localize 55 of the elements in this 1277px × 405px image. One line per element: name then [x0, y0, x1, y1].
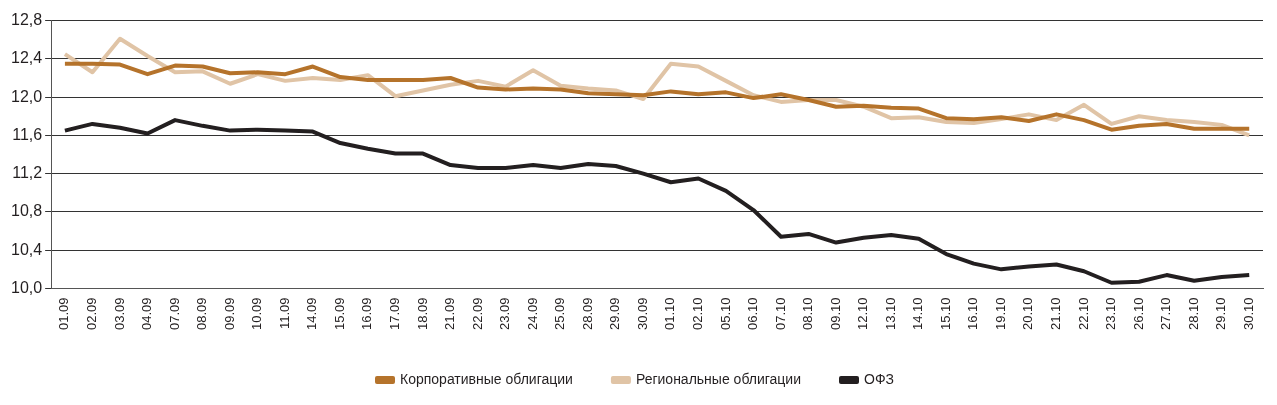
y-tick-label: 12,8	[11, 11, 43, 29]
y-tick-label: 11,6	[12, 125, 43, 143]
x-tick-label: 29.10	[1213, 297, 1229, 331]
x-tick-label: 19.10	[992, 297, 1008, 331]
x-tick-label: 13.10	[882, 297, 898, 331]
x-tick-label: 06.10	[745, 297, 761, 331]
y-tick-label: 10,4	[11, 240, 43, 258]
x-tick-label: 12.10	[855, 297, 871, 331]
x-tick-label: 16.10	[965, 297, 981, 331]
x-tick-label: 11.09	[276, 297, 292, 330]
x-tick-label: 08.09	[194, 297, 210, 331]
x-tick-label: 03.09	[111, 297, 127, 331]
y-tick-label: 10,0	[11, 278, 43, 296]
x-tick-label: 27.10	[1158, 297, 1174, 331]
x-tick-label: 01.10	[662, 297, 678, 331]
y-tick-label: 10,8	[11, 202, 43, 220]
x-tick-label: 22.09	[469, 297, 485, 331]
x-tick-label: 25.09	[552, 297, 568, 331]
x-tick-label: 10.09	[249, 297, 265, 331]
x-tick-label: 15.09	[331, 297, 347, 331]
x-tick-label: 14.09	[304, 297, 320, 331]
x-tick-label: 28.10	[1185, 297, 1201, 331]
x-tick-label: 08.10	[800, 297, 816, 331]
x-tick-label: 15.10	[937, 297, 953, 331]
x-tick-label: 09.10	[827, 297, 843, 331]
x-tick-label: 07.09	[166, 297, 182, 331]
x-tick-label: 20.10	[1020, 297, 1036, 331]
x-tick-label: 14.10	[910, 297, 926, 331]
x-tick-label: 05.10	[717, 297, 733, 331]
x-tick-label: 26.10	[1130, 297, 1146, 331]
x-tick-label: 01.09	[56, 297, 72, 331]
x-tick-label: 16.09	[359, 297, 375, 331]
x-tick-label: 23.10	[1103, 297, 1119, 331]
x-tick-label: 28.09	[579, 297, 595, 331]
x-tick-label: 21.10	[1048, 297, 1064, 331]
x-tick-label: 30.09	[634, 297, 650, 331]
x-tick-label: 30.10	[1240, 297, 1256, 331]
y-tick-label: 12,4	[11, 49, 43, 67]
x-tick-label: 23.09	[497, 297, 513, 331]
x-tick-label: 24.09	[524, 297, 540, 331]
x-tick-label: 21.09	[442, 297, 458, 331]
y-tick-label: 12,0	[11, 87, 43, 105]
legend-label: Региональные облигации	[635, 370, 802, 387]
x-tick-label: 18.09	[414, 297, 430, 331]
x-tick-label: 02.10	[689, 297, 705, 331]
y-tick-label: 11,2	[12, 164, 43, 182]
x-tick-label: 04.09	[139, 297, 155, 331]
legend-label: Корпоративные облигации	[400, 370, 573, 387]
x-tick-label: 29.09	[607, 297, 623, 331]
x-tick-label: 22.10	[1075, 297, 1091, 331]
x-tick-label: 02.09	[84, 297, 100, 331]
x-tick-label: 17.09	[387, 297, 402, 331]
x-tick-label: 09.09	[221, 297, 237, 331]
x-tick-label: 07.10	[772, 297, 788, 331]
legend-label: ОФЗ	[864, 370, 894, 387]
